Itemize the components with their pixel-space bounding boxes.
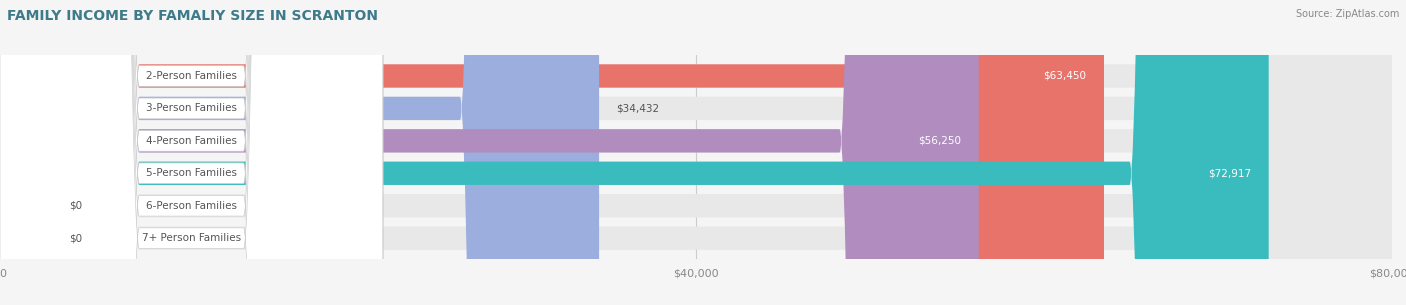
FancyBboxPatch shape bbox=[0, 0, 382, 305]
Text: FAMILY INCOME BY FAMALIY SIZE IN SCRANTON: FAMILY INCOME BY FAMALIY SIZE IN SCRANTO… bbox=[7, 9, 378, 23]
FancyBboxPatch shape bbox=[0, 0, 382, 305]
FancyBboxPatch shape bbox=[0, 0, 44, 305]
Text: $34,432: $34,432 bbox=[616, 103, 659, 113]
Text: 7+ Person Families: 7+ Person Families bbox=[142, 233, 240, 243]
Text: $72,917: $72,917 bbox=[1208, 168, 1251, 178]
Text: 3-Person Families: 3-Person Families bbox=[146, 103, 236, 113]
FancyBboxPatch shape bbox=[0, 0, 382, 305]
Text: $63,450: $63,450 bbox=[1043, 71, 1087, 81]
Text: 6-Person Families: 6-Person Families bbox=[146, 201, 236, 211]
FancyBboxPatch shape bbox=[0, 0, 979, 305]
Text: 5-Person Families: 5-Person Families bbox=[146, 168, 236, 178]
Text: $56,250: $56,250 bbox=[918, 136, 962, 146]
FancyBboxPatch shape bbox=[0, 0, 1104, 305]
FancyBboxPatch shape bbox=[0, 0, 1268, 305]
Text: 4-Person Families: 4-Person Families bbox=[146, 136, 236, 146]
Text: 2-Person Families: 2-Person Families bbox=[146, 71, 236, 81]
FancyBboxPatch shape bbox=[0, 0, 382, 305]
FancyBboxPatch shape bbox=[0, 0, 599, 305]
FancyBboxPatch shape bbox=[0, 0, 44, 305]
FancyBboxPatch shape bbox=[0, 0, 382, 305]
Text: $0: $0 bbox=[70, 233, 83, 243]
Text: $0: $0 bbox=[70, 201, 83, 211]
Text: Source: ZipAtlas.com: Source: ZipAtlas.com bbox=[1295, 9, 1399, 19]
FancyBboxPatch shape bbox=[0, 0, 382, 305]
